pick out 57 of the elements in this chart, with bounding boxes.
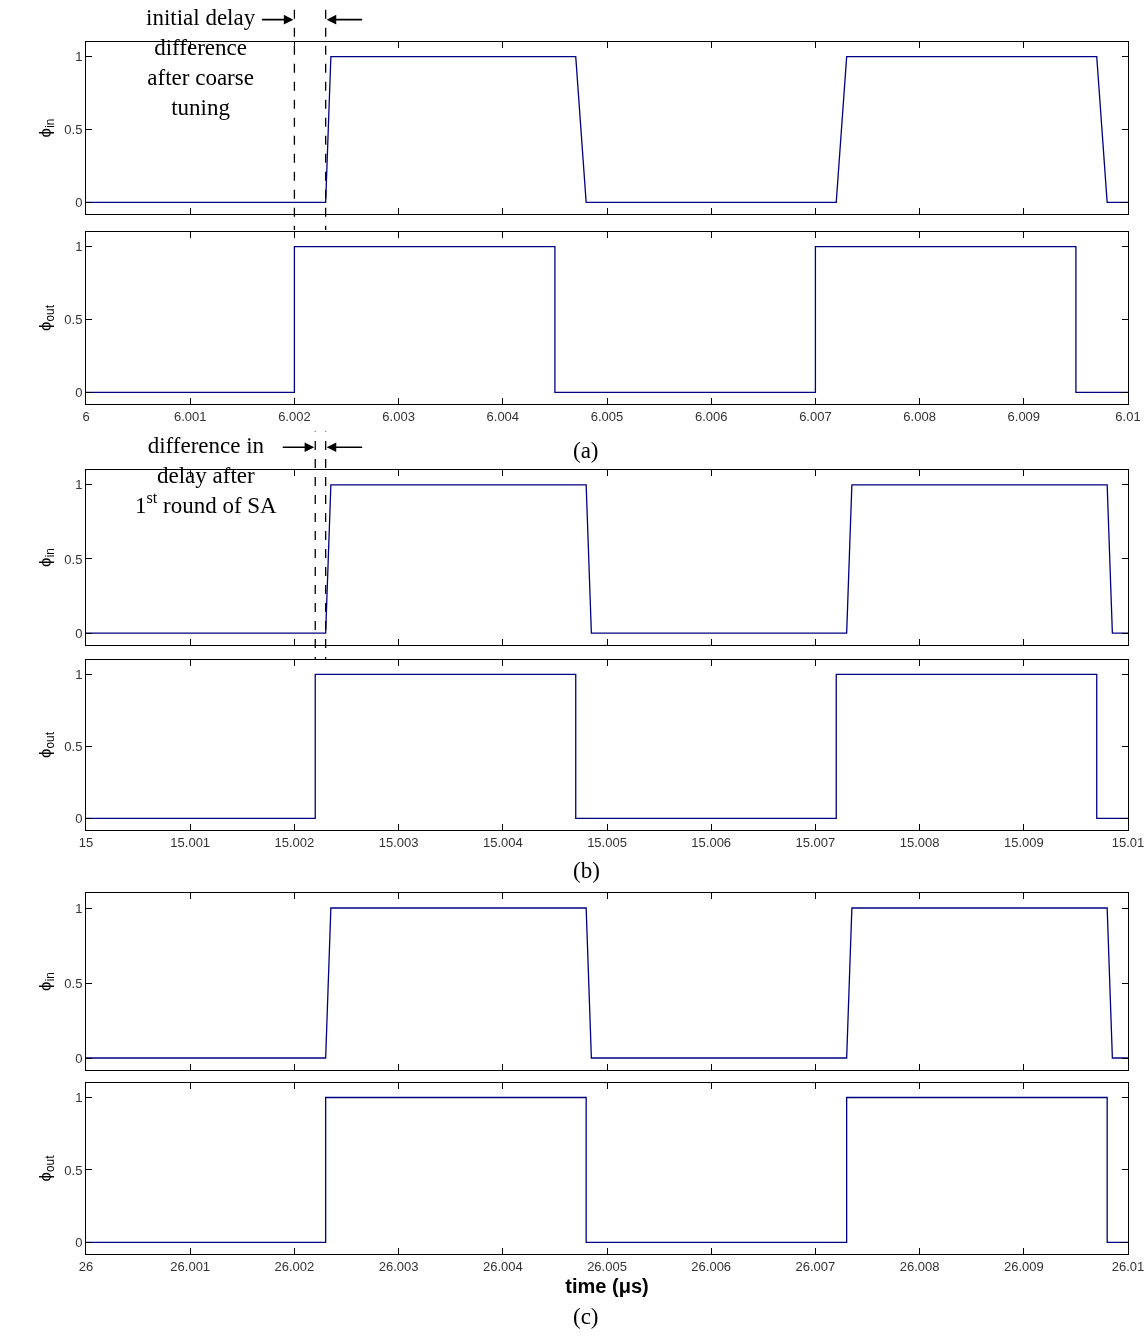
- x-tick-label: 26.01: [1111, 1258, 1145, 1274]
- y-tick-label: 0: [75, 1050, 83, 1066]
- annotation: difference in delay after 1$^{st}$ round of SA: [135, 433, 278, 518]
- y-tick-label: 0.5: [64, 122, 83, 138]
- x-tick-label: 26.009: [1003, 1258, 1044, 1274]
- x-tick-label: 26.003: [378, 1258, 419, 1274]
- x-tick-label: 6.008: [903, 408, 936, 424]
- x-tick-label: 6.004: [486, 408, 520, 424]
- y-tick-label: 1: [75, 666, 83, 682]
- x-tick-label: 26.006: [691, 1258, 732, 1274]
- x-tick-label: 26.002: [274, 1258, 315, 1274]
- x-tick-label: 15.001: [170, 834, 211, 850]
- y-tick-label: 0.5: [64, 1162, 83, 1178]
- y-tick-label: 0.5: [64, 551, 83, 567]
- annotation: initial delay difference after coarse tuning: [146, 5, 256, 120]
- y-tick-label: 1: [75, 49, 83, 65]
- x-tick-label: 6.009: [1007, 408, 1041, 424]
- y-tick-label: 0: [75, 811, 83, 827]
- x-tick-label: 15.002: [274, 834, 315, 850]
- y-tick-label: 1: [75, 1090, 83, 1106]
- y-tick-label: 1: [75, 477, 83, 493]
- x-tick-label: 6.001: [173, 408, 207, 424]
- x-tick-label: 26.004: [482, 1258, 523, 1274]
- text: (a): [573, 438, 599, 463]
- x-tick-label: 6: [82, 408, 90, 424]
- x-tick-label: 15.005: [587, 834, 627, 850]
- x-tick-label: 15.008: [899, 834, 940, 850]
- y-tick-label: 1: [75, 900, 83, 916]
- x-tick-label: 6.007: [799, 408, 832, 424]
- x-tick-label: 26: [78, 1258, 94, 1274]
- y-tick-label: 0: [75, 384, 83, 400]
- x-tick-label: 6.002: [278, 408, 311, 424]
- x-tick-label: 26.007: [795, 1258, 836, 1274]
- text: (b): [573, 858, 600, 883]
- y-tick-label: 0.5: [64, 975, 83, 991]
- x-tick-label: 15.006: [691, 834, 732, 850]
- x-tick-label: 15.007: [795, 834, 836, 850]
- x-tick-label: 6.003: [382, 408, 415, 424]
- x-tick-label: 15.004: [482, 834, 523, 850]
- y-tick-label: 1: [75, 239, 83, 255]
- y-tick-label: 0: [75, 1234, 83, 1250]
- y-tick-label: 0.5: [64, 738, 83, 754]
- x-tick-label: 6.005: [590, 408, 624, 424]
- x-tick-label: 15.009: [1003, 834, 1044, 850]
- x-tick-label: 26.005: [587, 1258, 627, 1274]
- text: (c): [573, 1304, 599, 1329]
- x-tick-label: 15.003: [378, 834, 419, 850]
- x-tick-label: 15: [78, 834, 94, 850]
- x-tick-label: 26.001: [170, 1258, 211, 1274]
- y-tick-label: 0: [75, 625, 83, 641]
- y-tick-label: 0.5: [64, 312, 83, 328]
- x-tick-label: 6.01: [1115, 408, 1141, 424]
- x-tick-label: 6.006: [694, 408, 728, 424]
- x-tick-label: 15.01: [1111, 834, 1145, 850]
- x-tick-label: 26.008: [899, 1258, 940, 1274]
- y-tick-label: 0: [75, 194, 83, 210]
- x-axis-title: time (μs): [565, 1275, 649, 1298]
